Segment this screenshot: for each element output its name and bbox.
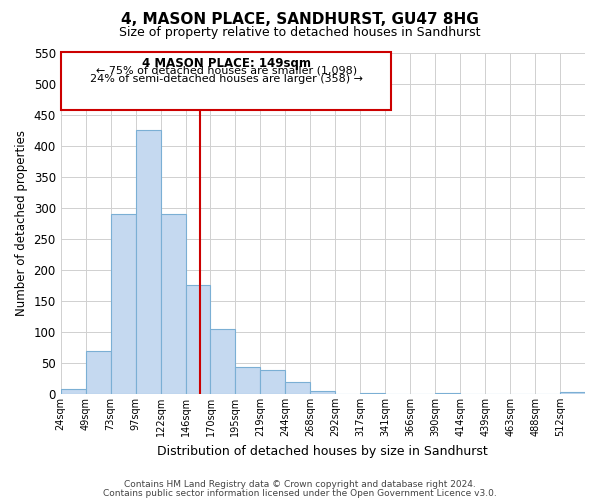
Text: Size of property relative to detached houses in Sandhurst: Size of property relative to detached ho…	[119, 26, 481, 39]
Bar	[286, 382, 310, 394]
Bar	[360, 393, 385, 394]
Bar	[211, 329, 235, 394]
X-axis label: Distribution of detached houses by size in Sandhurst: Distribution of detached houses by size …	[157, 444, 488, 458]
Bar	[86, 350, 110, 394]
Bar	[61, 389, 86, 394]
Bar	[235, 368, 260, 394]
Bar	[136, 130, 161, 394]
Bar	[61, 52, 391, 110]
Y-axis label: Number of detached properties: Number of detached properties	[15, 130, 28, 316]
Text: 4, MASON PLACE, SANDHURST, GU47 8HG: 4, MASON PLACE, SANDHURST, GU47 8HG	[121, 12, 479, 28]
Text: Contains HM Land Registry data © Crown copyright and database right 2024.: Contains HM Land Registry data © Crown c…	[124, 480, 476, 489]
Text: 24% of semi-detached houses are larger (358) →: 24% of semi-detached houses are larger (…	[89, 74, 362, 84]
Bar	[560, 392, 585, 394]
Bar	[185, 286, 211, 394]
Bar	[110, 214, 136, 394]
Text: Contains public sector information licensed under the Open Government Licence v3: Contains public sector information licen…	[103, 488, 497, 498]
Bar	[310, 391, 335, 394]
Bar	[260, 370, 286, 394]
Text: ← 75% of detached houses are smaller (1,098): ← 75% of detached houses are smaller (1,…	[95, 66, 356, 76]
Bar	[161, 214, 185, 394]
Text: 4 MASON PLACE: 149sqm: 4 MASON PLACE: 149sqm	[142, 57, 311, 70]
